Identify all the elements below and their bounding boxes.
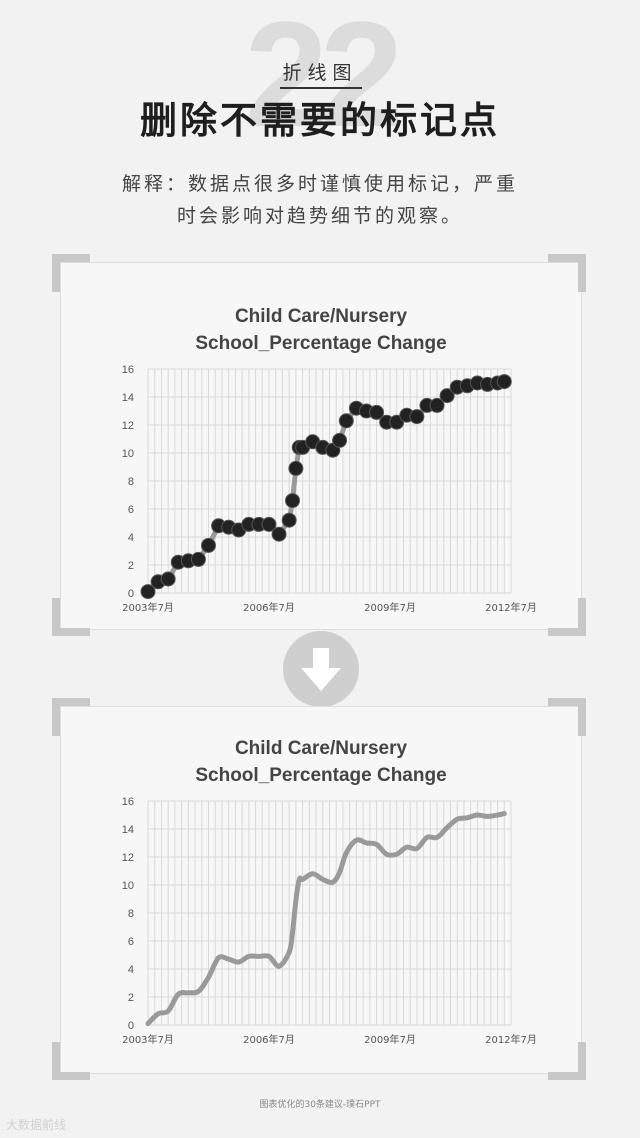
data-point-marker: [409, 409, 425, 425]
data-point-marker: [429, 397, 445, 413]
y-tick-label: 10: [122, 880, 134, 892]
y-tick-label: 0: [128, 588, 134, 600]
corner-bracket: [548, 254, 586, 292]
y-tick-label: 6: [128, 936, 134, 948]
corner-bracket: [548, 1042, 586, 1080]
line-chart-without-markers: 0 2 4 6 8 10 12 14 16 2003年7月 2006年7月 2009年7月 2012年7…: [122, 796, 537, 1046]
watermark: 大数据前线: [6, 1118, 67, 1132]
y-tick-label: 14: [122, 824, 134, 836]
x-tick-label: 2012年7月: [485, 1033, 537, 1046]
corner-bracket: [548, 698, 586, 736]
x-tick-label: 2006年7月: [243, 601, 295, 614]
description-line-2: 时会影响对趋势细节的观察。: [176, 205, 463, 227]
corner-bracket: [52, 1042, 90, 1080]
decorative-number: 22: [244, 0, 404, 158]
footer-credit: 图表优化的30条建议-璞石PPT: [259, 1100, 381, 1110]
arrow-down-icon: [301, 648, 341, 691]
description: 解释：数据点很多时谨慎使用标记，严重 时会影响对趋势细节的观察。: [0, 168, 640, 232]
description-line-1: 解释：数据点很多时谨慎使用标记，严重: [121, 173, 518, 195]
corner-bracket: [52, 698, 90, 736]
y-tick-label: 14: [122, 392, 134, 404]
corner-bracket: [52, 254, 90, 292]
x-tick-label: 2009年7月: [364, 1033, 416, 1046]
chart-title: Child Care/Nursery School_Percentage Cha…: [61, 303, 581, 357]
tag-underline: [280, 87, 362, 89]
data-point-marker: [332, 432, 348, 448]
y-tick-label: 2: [128, 992, 134, 1004]
y-tick-label: 16: [122, 364, 134, 376]
x-tick-label: 2009年7月: [364, 601, 416, 614]
chart-title-line-1: Child Care/Nursery: [234, 738, 408, 759]
chart-panel-with-markers: Child Care/Nursery School_Percentage Cha…: [60, 262, 582, 630]
y-tick-label: 12: [122, 852, 134, 864]
data-point-marker: [271, 526, 287, 542]
corner-bracket: [52, 598, 90, 636]
arrow-down-circle: [283, 631, 359, 707]
chart-panel-without-markers: Child Care/Nursery School_Percentage Cha…: [60, 706, 582, 1074]
data-point-marker: [190, 551, 206, 567]
y-tick-label: 4: [128, 964, 134, 976]
category-tag: 折线图: [282, 62, 358, 84]
data-point-marker: [338, 413, 354, 429]
chart-title-line-2: School_Percentage Change: [195, 765, 447, 786]
y-tick-label: 12: [122, 420, 134, 432]
data-point-marker: [160, 571, 176, 587]
data-point-marker: [439, 388, 455, 404]
chart-title-line-2: School_Percentage Change: [195, 333, 447, 354]
page-title: 删除不需要的标记点: [140, 99, 500, 142]
chart-title: Child Care/Nursery School_Percentage Cha…: [61, 735, 581, 789]
y-tick-label: 16: [122, 796, 134, 808]
y-tick-label: 8: [128, 476, 134, 488]
y-tick-label: 8: [128, 908, 134, 920]
y-tick-label: 6: [128, 504, 134, 516]
x-tick-label: 2006年7月: [243, 1033, 295, 1046]
x-tick-label: 2003年7月: [122, 601, 174, 614]
data-point-marker: [140, 584, 156, 600]
x-tick-label: 2012年7月: [485, 601, 537, 614]
data-point-marker: [288, 460, 304, 476]
y-tick-label: 4: [128, 532, 134, 544]
y-tick-label: 0: [128, 1020, 134, 1032]
y-tick-label: 2: [128, 560, 134, 572]
data-point-marker: [496, 374, 512, 390]
line-chart-with-markers: 0 2 4 6 8 10 12 14 16 2003年7月 2006年7月 2009年7月 2012年7…: [122, 364, 537, 614]
data-point-marker: [261, 516, 277, 532]
data-point-marker: [281, 512, 297, 528]
corner-bracket: [548, 598, 586, 636]
data-point-marker: [369, 404, 385, 420]
x-tick-label: 2003年7月: [122, 1033, 174, 1046]
data-point-marker: [201, 537, 216, 553]
y-tick-label: 10: [122, 448, 134, 460]
data-point-marker: [285, 493, 301, 509]
chart-title-line-1: Child Care/Nursery: [234, 306, 408, 327]
series-line: [145, 811, 507, 1027]
